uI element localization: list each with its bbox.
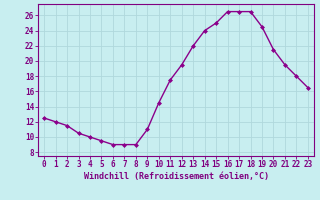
X-axis label: Windchill (Refroidissement éolien,°C): Windchill (Refroidissement éolien,°C): [84, 172, 268, 181]
